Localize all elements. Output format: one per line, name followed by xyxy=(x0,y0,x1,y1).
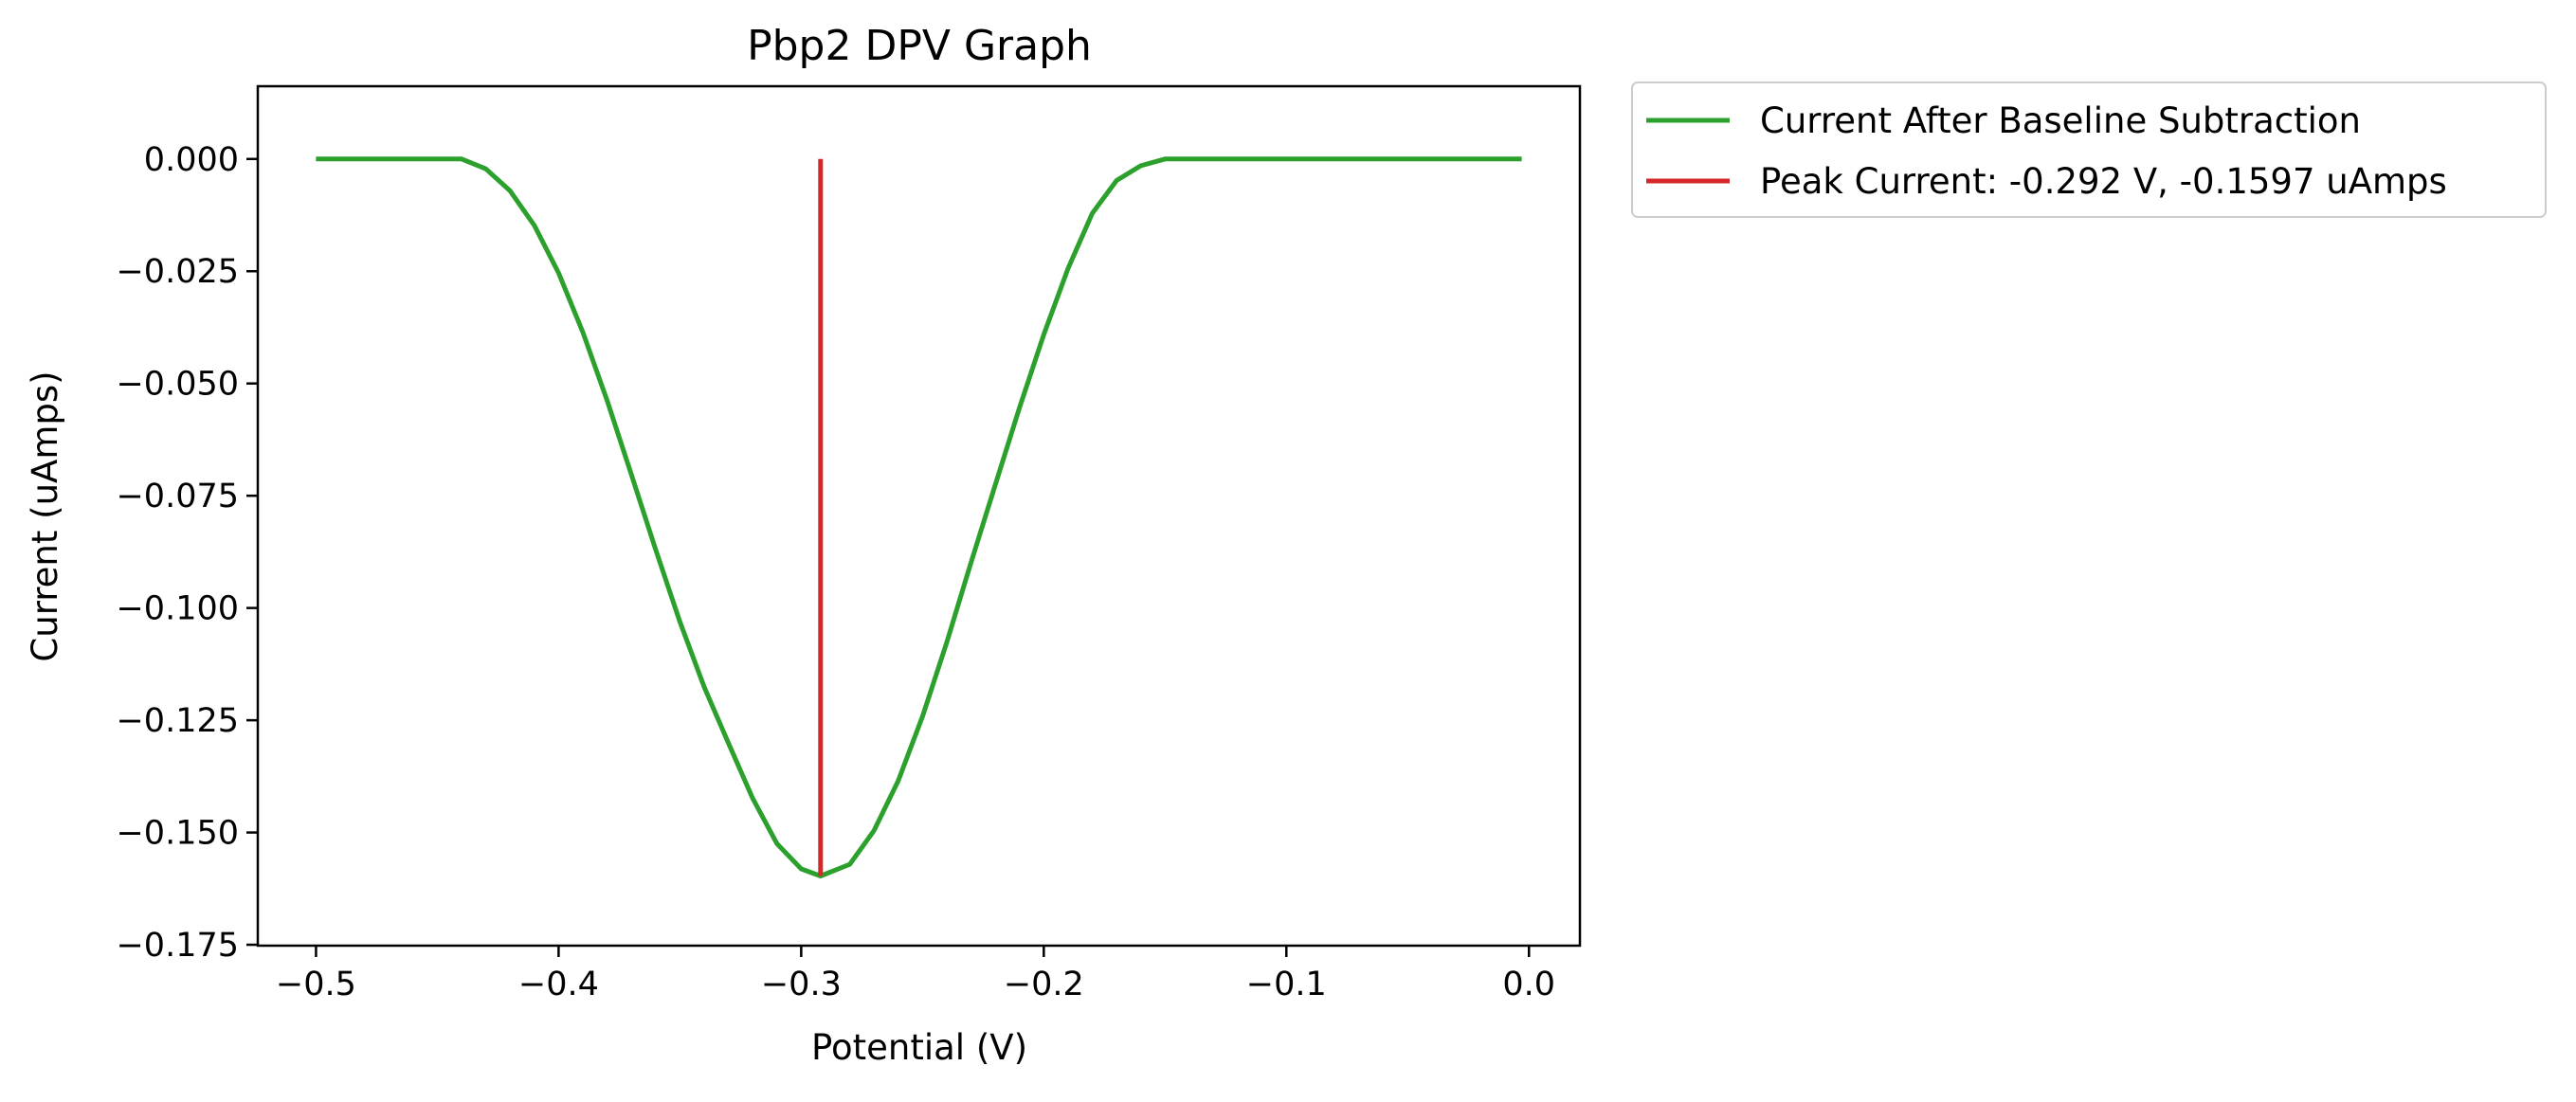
legend-label-peak-current: Peak Current: -0.292 V, -0.1597 uAmps xyxy=(1760,161,2447,202)
legend-frame xyxy=(1631,81,2547,218)
x-axis-ticks: −0.5 −0.4 −0.3 −0.2 −0.1 0.0 xyxy=(276,946,1555,1003)
legend: Current After Baseline Subtraction Peak … xyxy=(1631,81,2547,218)
legend-label-baseline-current: Current After Baseline Subtraction xyxy=(1760,100,2361,141)
series-baseline-current-line xyxy=(316,156,1522,878)
plot-frame xyxy=(256,84,1582,948)
y-tick-label: −0.100 xyxy=(116,590,239,628)
series-layer xyxy=(316,156,1522,878)
x-tick-label: −0.3 xyxy=(761,966,842,1003)
y-tick-label: −0.075 xyxy=(116,478,239,515)
y-tick-label: 0.000 xyxy=(144,141,239,179)
x-tick-label: −0.2 xyxy=(1004,966,1084,1003)
x-tick-label: −0.1 xyxy=(1246,966,1327,1003)
x-tick-label: −0.5 xyxy=(276,966,356,1003)
y-tick-label: −0.125 xyxy=(116,702,239,740)
y-tick-label: −0.025 xyxy=(116,253,239,291)
y-axis-ticks: 0.000 −0.025 −0.050 −0.075 −0.100 −0.125 −0.15… xyxy=(116,141,258,965)
x-axis-label: Potential (V) xyxy=(811,1027,1027,1068)
x-tick-label: −0.4 xyxy=(518,966,599,1003)
chart-title: Pbp2 DPV Graph xyxy=(747,22,1092,70)
y-tick-label: −0.175 xyxy=(116,927,239,965)
y-axis-label: Current (uAmps) xyxy=(25,370,65,661)
y-tick-label: −0.150 xyxy=(116,815,239,853)
x-tick-label: 0.0 xyxy=(1502,966,1555,1003)
y-tick-label: −0.050 xyxy=(116,366,239,404)
